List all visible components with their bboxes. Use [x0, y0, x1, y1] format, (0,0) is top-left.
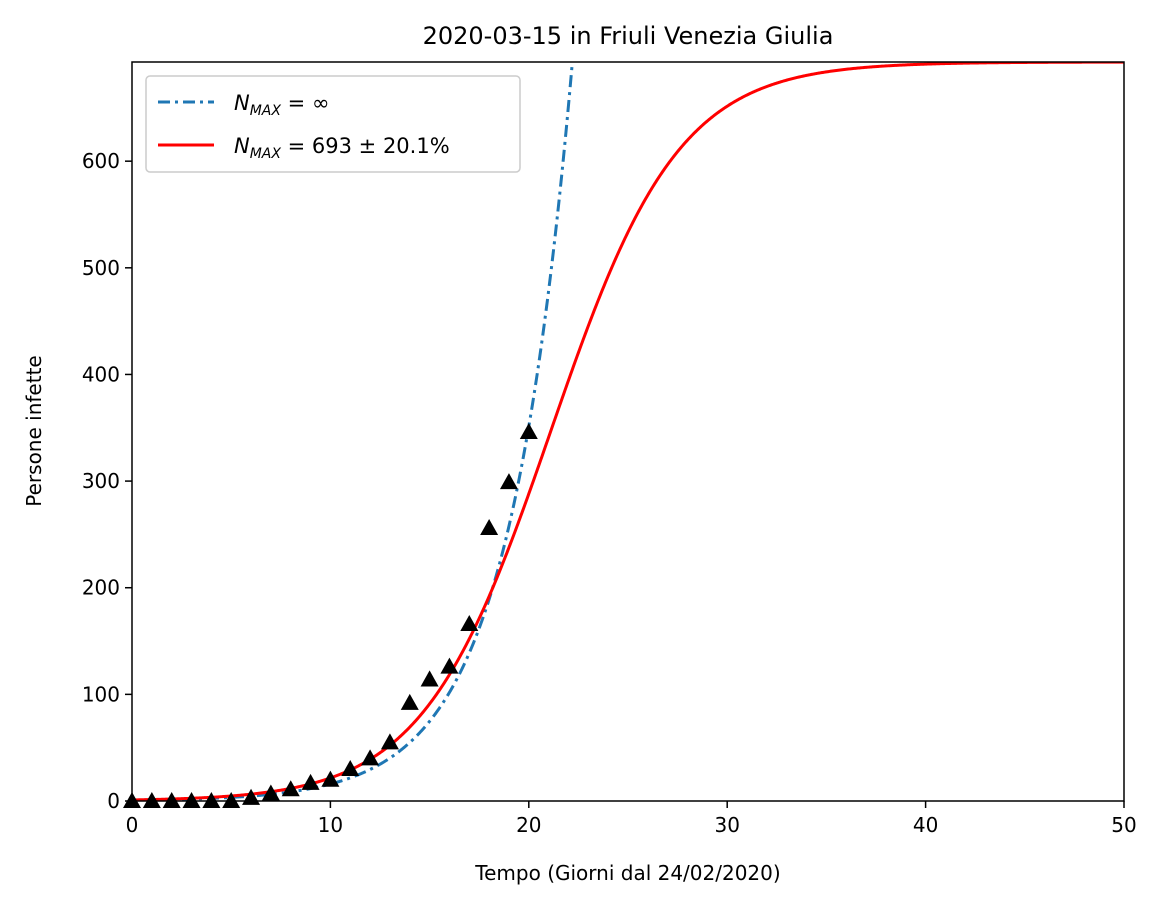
data-point-marker — [440, 657, 459, 674]
x-tick-label: 0 — [126, 813, 139, 837]
data-point-marker — [420, 670, 439, 687]
data-point-marker — [202, 792, 221, 809]
plot-frame — [131, 61, 1125, 802]
y-tick-label: 200 — [82, 576, 120, 600]
x-tick-label: 40 — [913, 813, 938, 837]
legend-label-logistic: NMAX = 693 ± 20.1% — [234, 134, 450, 162]
y-tick-label: 600 — [82, 149, 120, 173]
legend-box — [145, 75, 521, 173]
data-point-marker — [162, 792, 181, 809]
x-tick-label: 30 — [714, 813, 739, 837]
x-axis: 0 10 20 30 40 50 — [126, 801, 1137, 837]
data-point-marker — [480, 519, 499, 536]
data-point-marker — [261, 784, 280, 801]
data-point-marker — [321, 770, 340, 787]
data-point-marker — [400, 693, 419, 710]
y-tick-label: 100 — [82, 682, 120, 706]
legend-label-exponential: NMAX = ∞ — [234, 91, 329, 119]
data-point-marker — [460, 614, 479, 632]
y-tick-label: 300 — [82, 469, 120, 493]
logistic-series-line — [132, 62, 1124, 801]
chart-title: 2020-03-15 in Friuli Venezia Giulia — [423, 22, 834, 50]
data-point-marker — [361, 749, 380, 766]
y-axis: 0 100 200 300 400 500 600 — [82, 149, 132, 813]
legend: NMAX = ∞ NMAX = 693 ± 20.1% — [145, 75, 521, 173]
x-tick-label: 10 — [318, 813, 343, 837]
x-tick-label: 20 — [516, 813, 541, 837]
data-point-marker — [142, 792, 161, 809]
data-point-marker — [380, 733, 399, 750]
data-point-marker — [222, 792, 241, 809]
data-point-marker — [499, 473, 518, 490]
y-tick-label: 500 — [82, 256, 120, 280]
data-point-marker — [182, 792, 201, 809]
data-point-marker — [519, 423, 538, 440]
x-axis-label: Tempo (Giorni dal 24/02/2020) — [474, 861, 780, 885]
y-tick-label: 400 — [82, 362, 120, 386]
data-point-marker — [281, 780, 300, 797]
marker-layer — [123, 423, 538, 809]
y-axis-label: Persone infette — [22, 355, 46, 506]
data-point-marker — [341, 760, 360, 777]
y-tick-label: 0 — [107, 789, 120, 813]
x-tick-label: 50 — [1111, 813, 1136, 837]
data-point-marker — [301, 773, 320, 790]
